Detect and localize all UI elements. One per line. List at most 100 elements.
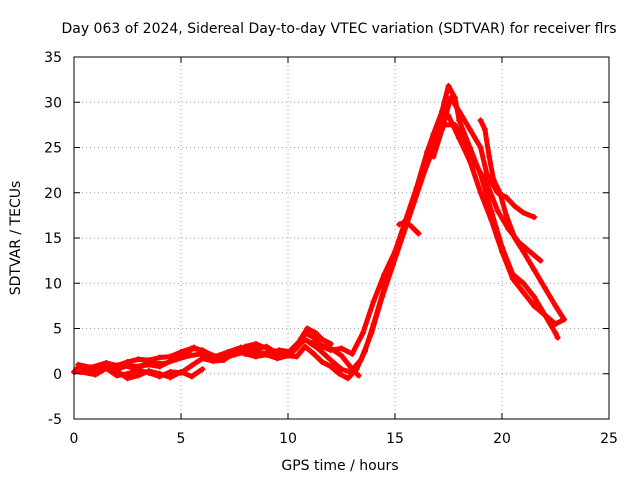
y-tick-label: 10 xyxy=(44,276,62,292)
x-tick-label: 25 xyxy=(600,431,618,447)
data-point xyxy=(357,357,364,364)
grid xyxy=(74,57,609,419)
data-point xyxy=(338,366,345,373)
data-point xyxy=(456,117,463,124)
data-point xyxy=(167,374,174,381)
data-point xyxy=(531,293,538,300)
data-point xyxy=(145,368,152,375)
data-point xyxy=(451,121,458,128)
data-point xyxy=(430,153,437,160)
data-point xyxy=(389,262,396,269)
data-point xyxy=(135,356,142,363)
data-point xyxy=(526,248,533,255)
data-point xyxy=(509,271,516,278)
data-point xyxy=(327,363,334,370)
y-tick-label: 5 xyxy=(53,322,62,338)
data-point xyxy=(537,257,544,264)
y-tick-label: 25 xyxy=(44,141,62,157)
data-point xyxy=(167,353,174,360)
series-track xyxy=(431,95,537,220)
data-point xyxy=(554,334,561,341)
y-tick-label: 30 xyxy=(44,95,62,111)
data-point xyxy=(552,330,559,337)
y-tick-label: 15 xyxy=(44,231,62,247)
data-point xyxy=(225,349,232,356)
data-point xyxy=(481,126,488,133)
data-layer xyxy=(71,82,568,382)
data-point xyxy=(541,284,548,291)
data-point xyxy=(415,230,422,237)
data-point xyxy=(552,302,559,309)
data-point xyxy=(456,108,463,115)
data-point xyxy=(263,350,270,357)
data-point xyxy=(310,334,317,341)
data-point xyxy=(445,82,452,89)
data-point xyxy=(327,345,334,352)
data-point xyxy=(409,224,416,231)
series-track xyxy=(75,108,567,370)
tick-labels: 0 5 10 15 20 25 -5 0 5 10 15 20 25 30 35 xyxy=(44,50,618,447)
data-point xyxy=(552,320,559,327)
data-point xyxy=(327,357,334,364)
data-point xyxy=(541,311,548,318)
data-point xyxy=(520,289,527,296)
data-point xyxy=(477,144,484,151)
data-point xyxy=(490,176,497,183)
data-point xyxy=(242,350,249,357)
data-point xyxy=(344,375,351,382)
data-point xyxy=(145,359,152,366)
x-tick-label: 15 xyxy=(386,431,404,447)
data-point xyxy=(167,368,174,375)
data-point xyxy=(199,366,206,373)
data-point xyxy=(349,350,356,357)
data-point xyxy=(531,214,538,221)
data-point xyxy=(462,139,469,146)
data-point xyxy=(178,368,184,375)
data-point xyxy=(503,212,510,219)
data-point xyxy=(349,366,356,373)
data-point xyxy=(276,347,283,354)
data-point xyxy=(496,189,503,196)
data-point xyxy=(319,358,326,365)
data-point xyxy=(477,189,484,196)
data-point xyxy=(520,209,527,216)
data-point xyxy=(317,341,324,348)
data-point xyxy=(484,180,491,187)
data-point xyxy=(220,357,227,364)
data-point xyxy=(263,343,270,350)
data-point xyxy=(199,350,206,357)
data-point xyxy=(411,198,418,205)
data-point xyxy=(396,221,403,228)
data-point xyxy=(302,343,309,350)
data-point xyxy=(477,117,484,124)
data-point xyxy=(135,372,142,379)
data-point xyxy=(118,361,125,368)
x-tick-label: 20 xyxy=(493,431,511,447)
x-axis-label: GPS time / hours xyxy=(281,458,398,474)
data-point xyxy=(186,352,193,359)
x-tick-label: 10 xyxy=(279,431,297,447)
data-point xyxy=(103,362,110,369)
data-point xyxy=(173,356,180,363)
data-point xyxy=(188,362,195,369)
data-point xyxy=(561,316,568,323)
data-point xyxy=(441,99,448,106)
data-point xyxy=(359,330,366,337)
data-point xyxy=(210,358,217,365)
data-point xyxy=(447,94,454,101)
data-point xyxy=(520,280,527,287)
data-point xyxy=(113,368,120,375)
data-point xyxy=(402,218,409,225)
data-point xyxy=(289,349,296,356)
data-point xyxy=(511,235,518,241)
data-point xyxy=(124,375,131,382)
series-track xyxy=(73,122,543,375)
data-point xyxy=(92,371,99,378)
data-point xyxy=(293,353,300,360)
chart-title: Day 063 of 2024, Sidereal Day-to-day VTE… xyxy=(61,21,616,37)
data-point xyxy=(368,330,375,337)
y-axis-label: SDTVAR / TECUs xyxy=(8,181,24,296)
data-point xyxy=(302,336,309,343)
data-point xyxy=(520,248,527,255)
data-point xyxy=(178,349,184,356)
